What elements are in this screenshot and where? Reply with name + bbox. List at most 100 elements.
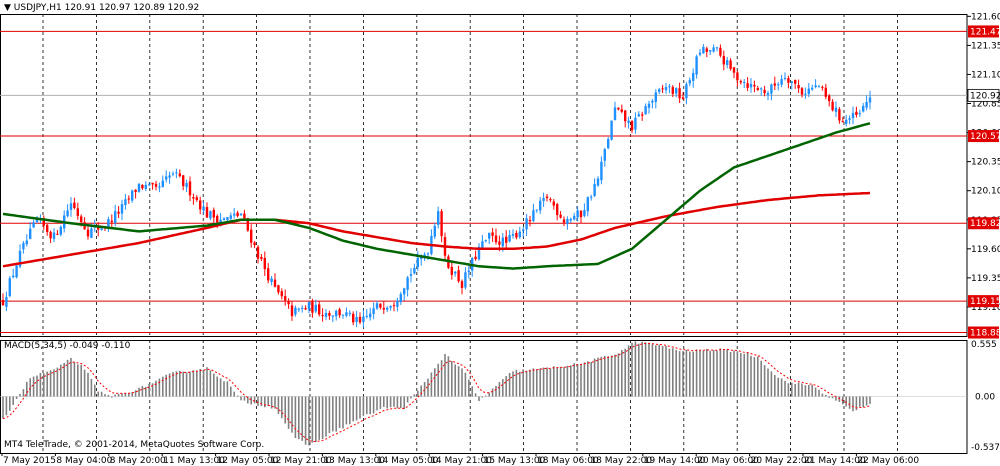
- candle-bull[interactable]: [219, 219, 222, 223]
- candle-bull[interactable]: [324, 313, 328, 317]
- candle-bull[interactable]: [726, 60, 729, 65]
- candle-bull[interactable]: [341, 314, 345, 316]
- candle-bull[interactable]: [335, 310, 338, 317]
- candle-bull[interactable]: [12, 275, 15, 278]
- candle-bear[interactable]: [267, 268, 270, 281]
- candle-bear[interactable]: [617, 107, 620, 110]
- candle-bull[interactable]: [675, 88, 678, 94]
- candle-bull[interactable]: [804, 93, 807, 95]
- candle-bull[interactable]: [29, 228, 32, 239]
- candle-bull[interactable]: [294, 307, 297, 315]
- candle-bull[interactable]: [185, 183, 188, 188]
- candle-bear[interactable]: [797, 85, 800, 89]
- candle-bull[interactable]: [372, 308, 375, 314]
- candle-bear[interactable]: [379, 303, 382, 308]
- candle-bull[interactable]: [651, 100, 654, 103]
- candle-bull[interactable]: [477, 246, 481, 260]
- candle-bull[interactable]: [464, 272, 467, 288]
- candle-bull[interactable]: [862, 105, 865, 112]
- candle-bull[interactable]: [416, 257, 419, 268]
- candle-bear[interactable]: [236, 212, 239, 217]
- candle-bear[interactable]: [739, 81, 742, 83]
- candle-bear[interactable]: [678, 88, 681, 99]
- candle-bear[interactable]: [787, 78, 790, 83]
- candle-bull[interactable]: [314, 304, 317, 312]
- candle-bull[interactable]: [647, 103, 651, 108]
- header-menu-icon[interactable]: ▼: [4, 3, 11, 13]
- candle-bull[interactable]: [202, 206, 205, 211]
- candle-bull[interactable]: [32, 222, 35, 228]
- candle-bear[interactable]: [450, 266, 453, 275]
- candle-bear[interactable]: [86, 229, 90, 237]
- candle-bear[interactable]: [719, 47, 722, 56]
- candle-bull[interactable]: [777, 84, 780, 86]
- candle-bull[interactable]: [488, 232, 491, 239]
- candle-bear[interactable]: [42, 218, 45, 226]
- candle-bull[interactable]: [596, 178, 600, 186]
- candle-bear[interactable]: [552, 201, 555, 206]
- candle-bull[interactable]: [222, 218, 226, 221]
- candle-bear[interactable]: [579, 210, 583, 218]
- candle-bull[interactable]: [59, 226, 62, 235]
- candle-bear[interactable]: [263, 257, 266, 270]
- candle-bear[interactable]: [681, 97, 685, 100]
- candle-bull[interactable]: [783, 77, 787, 79]
- candle-bull[interactable]: [365, 315, 368, 317]
- candle-bear[interactable]: [392, 305, 396, 307]
- candle-bull[interactable]: [685, 84, 688, 99]
- candle-bull[interactable]: [18, 250, 22, 267]
- candle-bull[interactable]: [90, 228, 93, 238]
- candle-bull[interactable]: [229, 215, 232, 219]
- candle-bear[interactable]: [49, 231, 52, 239]
- candle-bear[interactable]: [515, 232, 518, 238]
- candle-bull[interactable]: [348, 312, 351, 314]
- candle-bull[interactable]: [637, 114, 640, 117]
- candle-bull[interactable]: [692, 72, 695, 81]
- candle-bear[interactable]: [352, 313, 355, 323]
- candle-bear[interactable]: [824, 87, 827, 97]
- candle-bull[interactable]: [168, 175, 171, 178]
- candle-bear[interactable]: [722, 56, 725, 65]
- candle-bear[interactable]: [562, 219, 566, 223]
- candle-bear[interactable]: [250, 229, 253, 243]
- candle-bull[interactable]: [790, 81, 793, 83]
- candle-bear[interactable]: [736, 72, 739, 81]
- candle-bear[interactable]: [117, 211, 120, 214]
- candle-bull[interactable]: [25, 240, 28, 245]
- candle-bull[interactable]: [573, 216, 576, 220]
- candle-bear[interactable]: [154, 183, 158, 187]
- candle-bear[interactable]: [277, 285, 280, 293]
- candle-bull[interactable]: [131, 190, 134, 201]
- candle-bear[interactable]: [821, 86, 824, 88]
- candle-bear[interactable]: [773, 83, 776, 86]
- candle-bear[interactable]: [243, 213, 246, 219]
- candle-bull[interactable]: [270, 278, 273, 283]
- candle-bear[interactable]: [318, 304, 321, 315]
- candle-bull[interactable]: [780, 79, 783, 85]
- candle-bull[interactable]: [658, 89, 661, 92]
- candle-bear[interactable]: [76, 208, 79, 216]
- candle-bear[interactable]: [661, 88, 664, 90]
- candle-bull[interactable]: [297, 308, 300, 310]
- candle-bull[interactable]: [66, 210, 69, 217]
- candle-bull[interactable]: [423, 254, 426, 257]
- candle-bear[interactable]: [178, 173, 181, 177]
- candle-bull[interactable]: [433, 225, 436, 237]
- candle-bull[interactable]: [107, 219, 110, 228]
- candle-bull[interactable]: [811, 87, 814, 90]
- candle-bear[interactable]: [287, 301, 290, 305]
- candle-bull[interactable]: [331, 315, 334, 317]
- candle-bull[interactable]: [481, 241, 484, 248]
- candle-bull[interactable]: [15, 265, 18, 278]
- candle-bull[interactable]: [5, 296, 8, 307]
- candle-bull[interactable]: [688, 80, 691, 84]
- candle-bear[interactable]: [545, 196, 549, 199]
- candle-bear[interactable]: [73, 202, 76, 209]
- candle-bull[interactable]: [362, 316, 365, 323]
- candle-bear[interactable]: [705, 48, 708, 52]
- candle-bull[interactable]: [613, 107, 617, 120]
- candle-bear[interactable]: [195, 197, 198, 200]
- candle-bull[interactable]: [715, 47, 719, 49]
- candle-bull[interactable]: [171, 173, 175, 175]
- candle-bear[interactable]: [216, 215, 219, 223]
